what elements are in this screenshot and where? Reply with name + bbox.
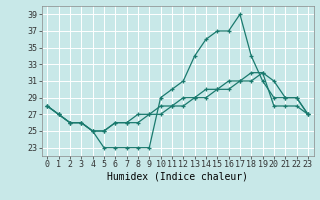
X-axis label: Humidex (Indice chaleur): Humidex (Indice chaleur) xyxy=(107,172,248,182)
